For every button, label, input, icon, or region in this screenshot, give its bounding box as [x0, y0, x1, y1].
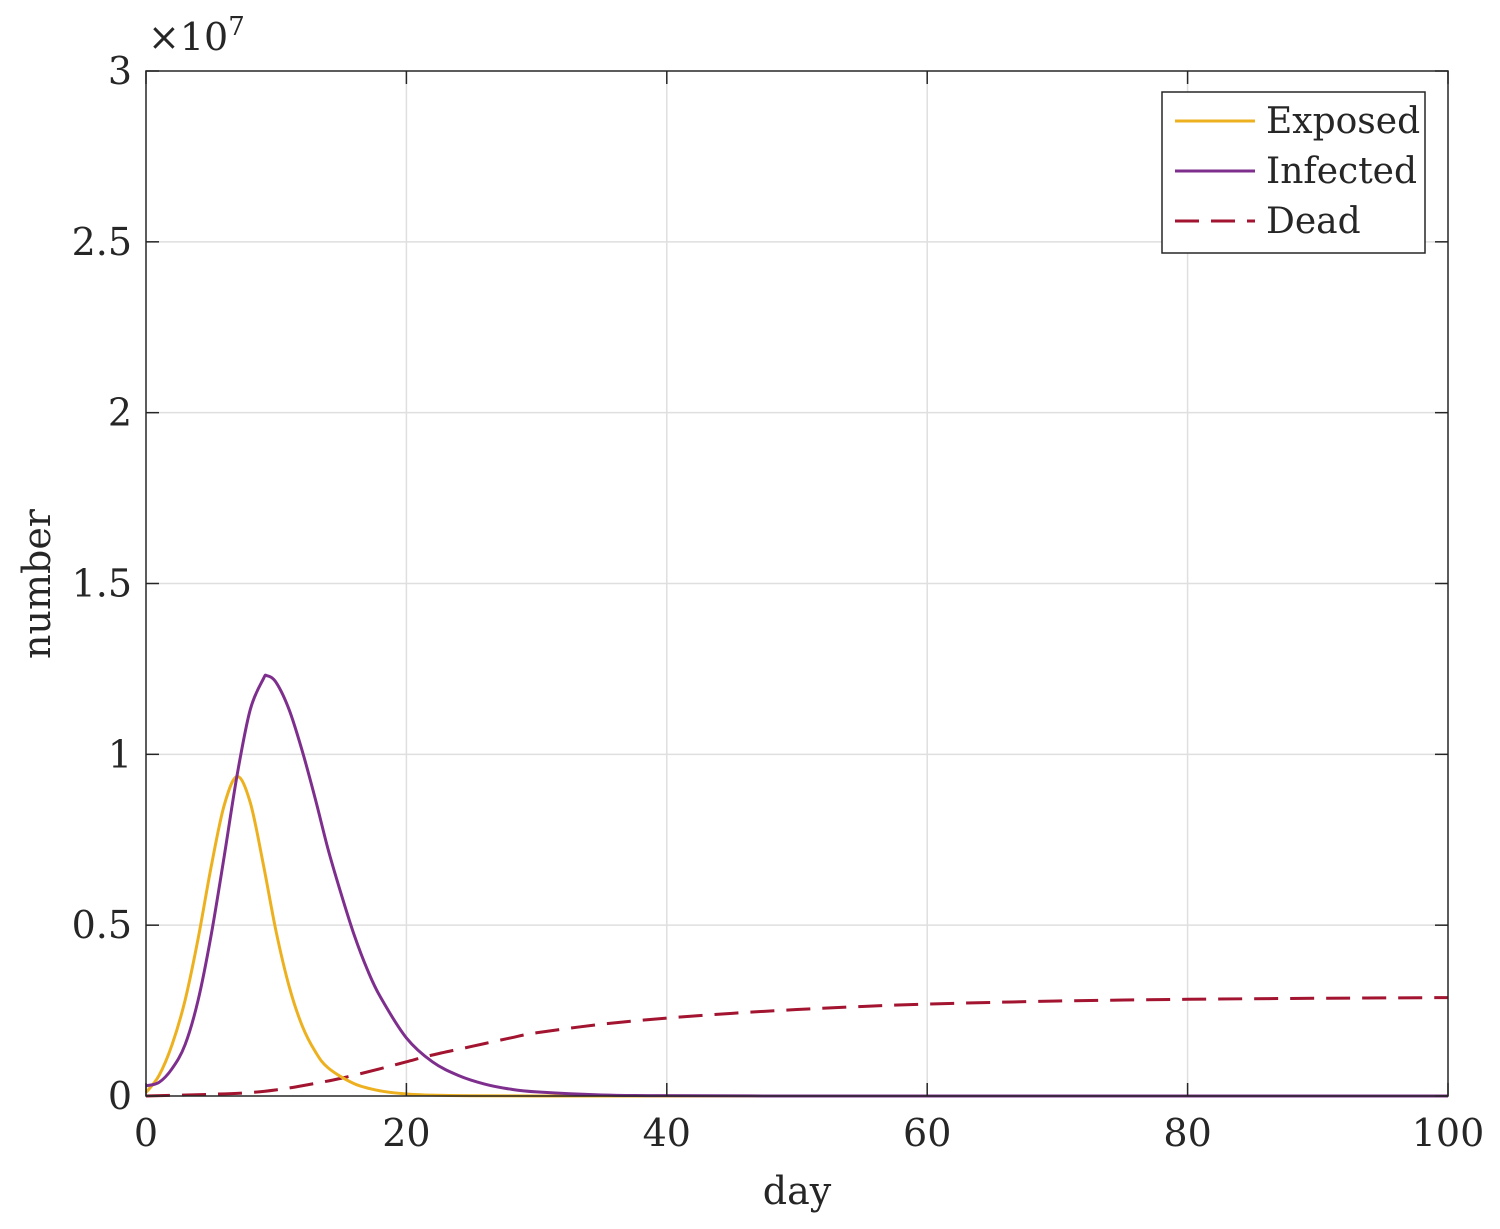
x-axis-label: day: [763, 1169, 832, 1213]
legend-item-exposed: Exposed: [1175, 101, 1420, 142]
x-tick-label: 60: [903, 1111, 951, 1155]
x-tick-label: 40: [643, 1111, 691, 1155]
y-tick-label: 1.5: [72, 562, 132, 606]
legend-label: Exposed: [1266, 101, 1420, 142]
y-tick-label: 0.5: [72, 903, 132, 947]
y-tick-label: 1: [108, 732, 132, 776]
legend-item-infected: Infected: [1175, 151, 1417, 192]
y-tick-label: 3: [108, 49, 132, 93]
series-lines: [144, 673, 1449, 1098]
legend-label: Dead: [1266, 201, 1361, 242]
y-tick-label: 0: [108, 1074, 132, 1118]
y-tick-label: 2: [108, 391, 132, 435]
x-tick-label: 80: [1163, 1111, 1211, 1155]
series-line-dead: [145, 996, 1449, 1098]
series-line-infected: [145, 673, 1448, 1098]
x-tick-label: 100: [1412, 1111, 1485, 1155]
y-tick-labels: 0 0.5 1 1.5 2 2.5 3: [72, 49, 132, 1118]
series-line-exposed: [144, 775, 1448, 1098]
y-tick-label: 2.5: [72, 220, 132, 264]
y-axis-label: number: [15, 508, 59, 659]
y-axis-exponent: ×107: [148, 12, 245, 59]
legend-item-dead: Dead: [1175, 201, 1361, 242]
x-tick-labels: 0 20 40 60 80 100: [134, 1111, 1484, 1155]
x-tick-label: 20: [382, 1111, 430, 1155]
tick-marks: [145, 70, 1449, 1097]
legend-label: Infected: [1266, 151, 1417, 192]
x-tick-label: 0: [134, 1111, 158, 1155]
legend: Exposed Infected Dead: [1161, 91, 1426, 254]
